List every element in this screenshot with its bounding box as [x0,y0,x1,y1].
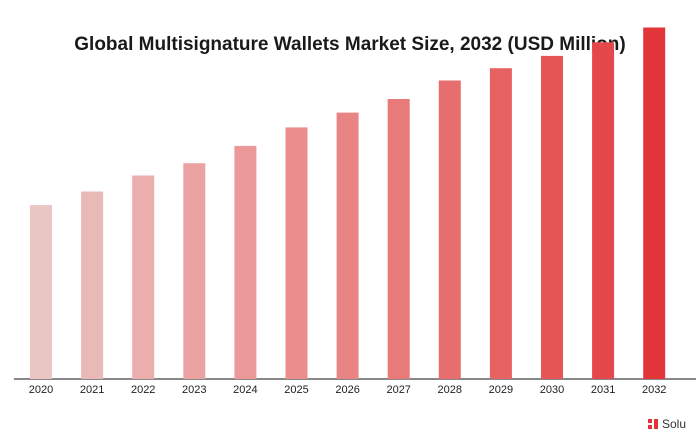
brand-text: Solu [662,417,687,431]
x-tick-label-2026: 2026 [335,384,359,396]
x-tick-label-2029: 2029 [489,384,513,396]
bar-2022 [132,175,155,379]
bar-2031 [592,42,615,380]
bar-2026 [336,112,359,379]
brand-logo-icon [648,419,658,429]
x-tick-label-2030: 2030 [540,384,564,396]
bar-2024 [234,145,257,379]
x-tick-label-2020: 2020 [29,384,53,396]
bar-2030 [541,55,563,380]
bar-2025 [285,127,308,380]
x-tick-label-2022: 2022 [131,384,155,396]
x-tick-label-2031: 2031 [591,384,615,396]
bar-2023 [183,163,206,379]
x-tick-label-2032: 2032 [642,384,666,396]
x-tick-label-2027: 2027 [386,384,410,396]
bar-2029 [489,68,512,379]
bar-2027 [387,99,410,379]
brand-watermark: Solu [648,417,686,431]
x-tick-label-2024: 2024 [233,384,257,396]
bar-2021 [81,191,104,379]
x-tick-label-2023: 2023 [182,384,206,396]
bar-2028 [438,80,461,379]
chart-title: Global Multisignature Wallets Market Siz… [74,34,626,55]
x-tick-label-2028: 2028 [438,384,462,396]
bar-2032 [643,27,666,379]
x-tick-label-2025: 2025 [284,384,308,396]
x-tick-label-2021: 2021 [80,384,104,396]
bar-2020 [30,205,52,379]
